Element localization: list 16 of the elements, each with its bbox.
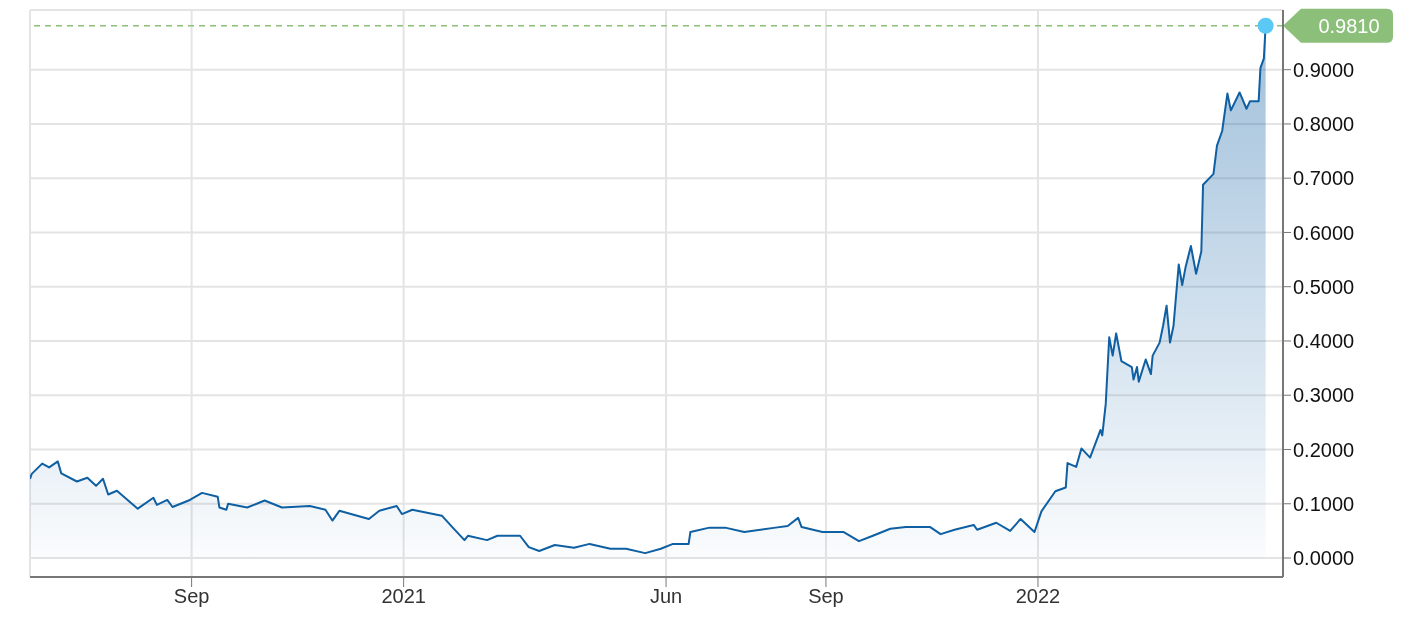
x-tick-label: 2021 bbox=[381, 585, 426, 608]
x-tick-label: 2022 bbox=[1015, 585, 1061, 608]
y-tick-label: 0.7000 bbox=[1293, 167, 1355, 190]
y-tick-label: 0.1000 bbox=[1293, 492, 1355, 515]
y-tick-label: 0.2000 bbox=[1293, 438, 1355, 461]
ref-line-label: 0.9810 bbox=[1318, 14, 1380, 37]
y-tick-label: 0.5000 bbox=[1293, 275, 1355, 298]
y-tick-label: 0.6000 bbox=[1293, 221, 1355, 244]
x-tick-label: Sep bbox=[808, 585, 844, 608]
y-tick-label: 0.0000 bbox=[1293, 547, 1355, 570]
y-tick-label: 0.9000 bbox=[1293, 58, 1355, 81]
x-tick-label: Jun bbox=[649, 585, 683, 608]
x-tick-label: Sep bbox=[173, 585, 210, 608]
y-tick-label: 0.4000 bbox=[1293, 330, 1355, 353]
y-tick-label: 0.3000 bbox=[1293, 384, 1355, 407]
y-tick-label: 0.8000 bbox=[1293, 113, 1355, 136]
